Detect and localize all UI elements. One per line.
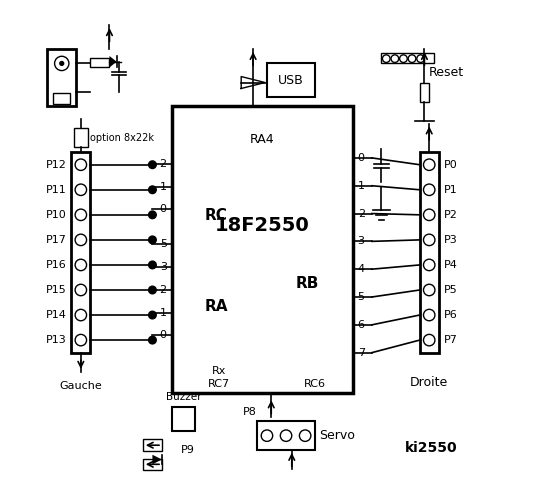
Circle shape [60, 61, 64, 65]
Text: RC6: RC6 [304, 379, 326, 389]
Text: P7: P7 [444, 335, 457, 345]
Text: RA4: RA4 [250, 133, 274, 146]
Bar [90, 58, 109, 67]
Text: 3: 3 [358, 236, 364, 246]
Text: 6: 6 [358, 320, 364, 330]
Text: 7: 7 [358, 348, 365, 358]
Bar [74, 128, 88, 147]
Text: Rx: Rx [212, 366, 226, 376]
Text: P17: P17 [46, 235, 66, 245]
Bar [143, 458, 162, 470]
Bar [420, 83, 429, 102]
Text: USB: USB [278, 73, 304, 86]
Bar [257, 421, 315, 450]
Circle shape [149, 286, 156, 294]
Text: P4: P4 [444, 260, 457, 270]
Polygon shape [109, 56, 117, 67]
Text: 0: 0 [160, 330, 167, 340]
Bar [143, 440, 162, 451]
Text: P10: P10 [46, 210, 66, 220]
Text: RC7: RC7 [208, 379, 230, 389]
Text: ki2550: ki2550 [405, 441, 458, 455]
Bar [171, 107, 353, 393]
Bar [420, 152, 439, 353]
Text: P16: P16 [46, 260, 66, 270]
Text: P8: P8 [243, 407, 257, 417]
Text: 2: 2 [160, 159, 167, 168]
Circle shape [149, 236, 156, 244]
Text: Reset: Reset [429, 66, 465, 80]
Text: P1: P1 [444, 185, 457, 195]
Text: 0: 0 [358, 153, 364, 163]
Text: P5: P5 [444, 285, 457, 295]
Bar [171, 407, 195, 431]
Text: P11: P11 [46, 185, 66, 195]
Circle shape [149, 311, 156, 319]
Text: option 8x22k: option 8x22k [90, 133, 154, 143]
Bar [267, 63, 315, 97]
Text: Gauche: Gauche [60, 381, 102, 391]
Text: 1: 1 [160, 308, 167, 318]
Text: 2: 2 [358, 208, 365, 218]
Text: 0: 0 [160, 204, 167, 215]
Text: P14: P14 [46, 310, 66, 320]
Text: P9: P9 [181, 445, 195, 455]
Text: P13: P13 [46, 335, 66, 345]
Text: P2: P2 [444, 210, 457, 220]
Text: RA: RA [205, 300, 228, 314]
Text: 18F2550: 18F2550 [215, 216, 310, 235]
Circle shape [149, 161, 156, 168]
Text: Droite: Droite [410, 376, 448, 389]
Text: Servo: Servo [320, 429, 356, 442]
Bar [48, 49, 76, 107]
Text: RB: RB [296, 276, 320, 291]
Text: 5: 5 [160, 239, 167, 249]
Circle shape [149, 336, 156, 344]
Polygon shape [153, 455, 162, 464]
Text: Buzzer: Buzzer [166, 392, 201, 402]
Circle shape [149, 261, 156, 269]
Text: P15: P15 [46, 285, 66, 295]
Text: 1: 1 [358, 181, 364, 191]
Text: P12: P12 [46, 160, 66, 170]
Text: RC: RC [205, 208, 228, 223]
Text: 2: 2 [160, 285, 167, 295]
Bar [382, 53, 434, 63]
Circle shape [149, 211, 156, 219]
Text: P6: P6 [444, 310, 457, 320]
Text: P0: P0 [444, 160, 457, 170]
Text: 3: 3 [160, 262, 167, 272]
Text: 5: 5 [358, 292, 364, 302]
Circle shape [149, 186, 156, 193]
Text: 1: 1 [160, 181, 167, 192]
Text: 4: 4 [358, 264, 365, 274]
Bar [71, 152, 90, 353]
Text: P3: P3 [444, 235, 457, 245]
Bar [53, 93, 70, 104]
